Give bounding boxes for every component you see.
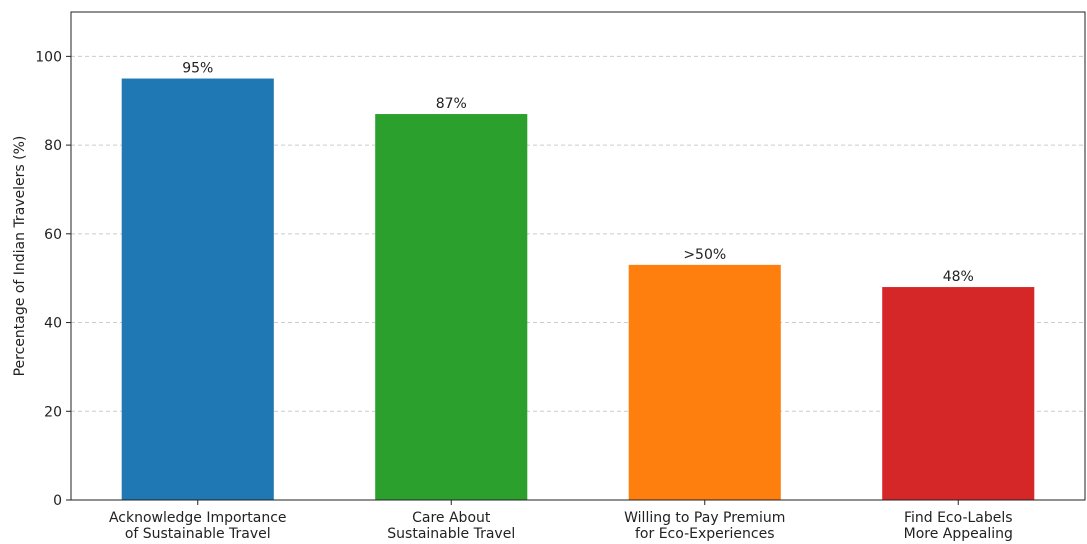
bar bbox=[882, 287, 1035, 500]
bars bbox=[121, 78, 1035, 500]
plot-frame bbox=[70, 11, 1086, 501]
plot-border bbox=[70, 11, 1086, 501]
y-tick-label: 80 bbox=[44, 138, 62, 154]
x-tick-label: Care About Sustainable Travel bbox=[387, 510, 515, 542]
x-tick-label: Willing to Pay Premium for Eco-Experience… bbox=[624, 510, 785, 542]
bar bbox=[628, 264, 781, 500]
y-tick-label: 100 bbox=[35, 49, 62, 65]
x-axis-ticks: Acknowledge Importance of Sustainable Tra… bbox=[109, 500, 1013, 542]
bar-value-label: 95% bbox=[182, 61, 213, 77]
y-tick-label: 60 bbox=[44, 227, 62, 243]
bar-value-label: 48% bbox=[943, 269, 974, 285]
y-tick-label: 20 bbox=[44, 404, 62, 420]
y-axis-ticks: 0 20 40 60 80 100 bbox=[35, 49, 71, 509]
bar bbox=[121, 78, 274, 500]
y-tick-label: 40 bbox=[44, 316, 62, 332]
bar bbox=[375, 114, 528, 500]
y-axis-title: Percentage of Indian Travelers (%) bbox=[12, 136, 28, 377]
y-tick-label: 0 bbox=[53, 493, 62, 509]
x-tick-label: Acknowledge Importance of Sustainable Tra… bbox=[109, 510, 287, 542]
bar-value-labels: 95% 87% >50% 48% bbox=[182, 61, 974, 286]
bar-value-label: >50% bbox=[683, 247, 726, 263]
bar-value-label: 87% bbox=[436, 96, 467, 112]
x-tick-label: Find Eco-Labels More Appealing bbox=[904, 510, 1013, 542]
